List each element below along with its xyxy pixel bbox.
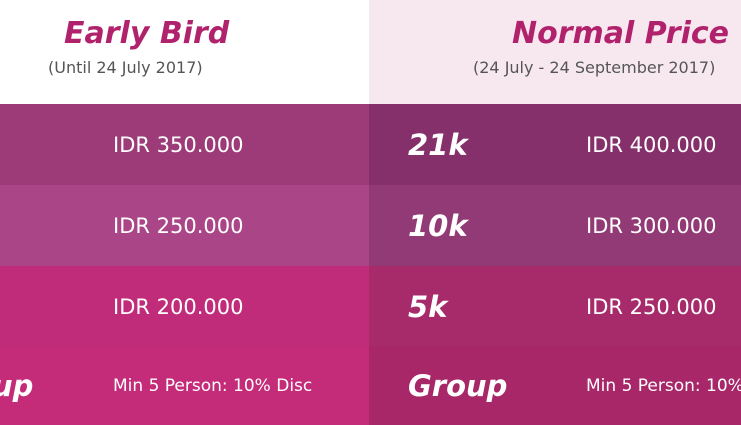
price-row-10k: IDR 250.000 10k IDR 300.000 [0,185,741,266]
normal-price: IDR 300.000 [586,213,717,238]
normal-price-cell: 21k IDR 400.000 [369,104,741,185]
early-bird-period: (Until 24 July 2017) [48,58,203,77]
price-row-group: up Min 5 Person: 10% Disc Group Min 5 Pe… [0,346,741,425]
race-category-label-clipped: up [0,368,34,403]
normal-group-discount: Min 5 Person: 10% [586,375,741,396]
early-bird-header: Early Bird (Until 24 July 2017) [0,0,369,104]
early-bird-cell: up Min 5 Person: 10% Disc [0,346,369,425]
early-bird-cell: IDR 350.000 [0,104,369,185]
normal-price-cell: 10k IDR 300.000 [369,185,741,266]
early-bird-price: IDR 350.000 [113,132,244,157]
normal-price: IDR 400.000 [586,132,717,157]
price-row-21k: IDR 350.000 21k IDR 400.000 [0,104,741,185]
normal-price-cell: 5k IDR 250.000 [369,266,741,347]
early-bird-price: IDR 250.000 [113,213,244,238]
normal-price: IDR 250.000 [586,294,717,319]
race-category-label: 5k [408,289,448,324]
early-bird-group-discount: Min 5 Person: 10% Disc [113,375,313,396]
race-category-label: 10k [408,208,468,243]
normal-price-header: Normal Price (24 July - 24 September 201… [369,0,741,104]
early-bird-cell: IDR 200.000 [0,266,369,347]
price-row-5k: IDR 200.000 5k IDR 250.000 [0,266,741,347]
early-bird-price: IDR 200.000 [113,294,244,319]
normal-price-cell: Group Min 5 Person: 10% [369,346,741,425]
normal-price-title: Normal Price [512,16,730,51]
race-category-label: 21k [408,127,468,162]
normal-price-period: (24 July - 24 September 2017) [473,58,716,77]
early-bird-cell: IDR 250.000 [0,185,369,266]
early-bird-title: Early Bird [64,16,230,51]
race-category-label: Group [408,368,508,403]
